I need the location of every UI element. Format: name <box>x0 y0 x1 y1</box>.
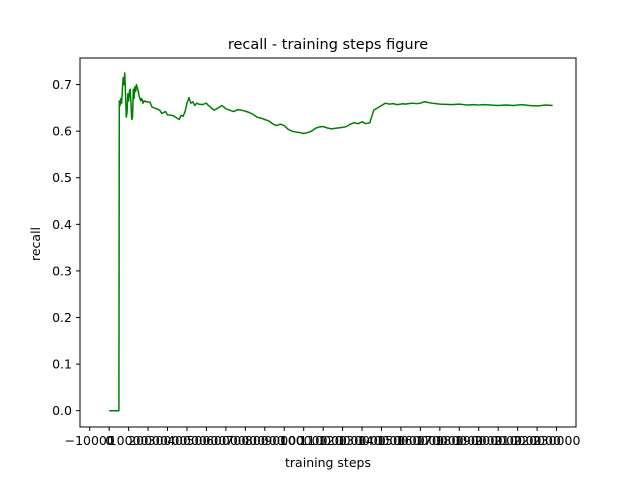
x-axis-ticks: −100000100002000030000400005000060000700… <box>65 427 581 448</box>
x-tick-label: 30000 <box>148 433 188 448</box>
x-tick-label: 20000 <box>128 433 168 448</box>
x-tick-label: 160000 <box>397 433 445 448</box>
x-tick-label: 100000 <box>280 433 328 448</box>
x-tick-label: 190000 <box>455 433 503 448</box>
y-tick-label: 0.4 <box>52 217 72 232</box>
x-tick-label: 170000 <box>416 433 464 448</box>
chart-title: recall - training steps figure <box>228 37 428 53</box>
y-tick-label: 0.1 <box>52 357 72 372</box>
x-tick-label: 230000 <box>533 433 581 448</box>
x-tick-label: 10000 <box>109 433 149 448</box>
x-tick-label: 60000 <box>206 433 246 448</box>
x-tick-label: 140000 <box>358 433 406 448</box>
y-tick-label: 0.3 <box>52 263 72 278</box>
y-tick-label: 0.6 <box>52 124 72 139</box>
x-axis-label: training steps <box>285 455 371 470</box>
x-tick-label: 150000 <box>377 433 425 448</box>
x-tick-label: 210000 <box>494 433 542 448</box>
x-tick-label: 110000 <box>299 433 347 448</box>
y-tick-label: 0.0 <box>52 403 72 418</box>
y-axis-ticks: 0.0 0.1 0.2 0.3 0.4 0.5 0.6 0.7 <box>52 77 80 418</box>
x-tick-label: 90000 <box>264 433 304 448</box>
x-tick-label: 120000 <box>319 433 367 448</box>
y-axis-label: recall <box>28 227 43 261</box>
y-tick-label: 0.5 <box>52 170 72 185</box>
x-tick-label: 200000 <box>474 433 522 448</box>
series-line-0 <box>109 72 553 412</box>
x-tick-label: 0 <box>105 433 113 448</box>
y-tick-label: 0.2 <box>52 310 72 325</box>
x-tick-label: 80000 <box>245 433 285 448</box>
x-tick-label: 220000 <box>513 433 561 448</box>
x-tick-label: 40000 <box>167 433 207 448</box>
x-tick-label: 70000 <box>225 433 265 448</box>
series-layer <box>109 72 553 412</box>
y-tick-label: 0.7 <box>52 77 72 92</box>
x-tick-label: 180000 <box>435 433 483 448</box>
plot-frame <box>79 57 577 428</box>
x-tick-label: −10000 <box>65 433 115 448</box>
x-tick-label: 130000 <box>338 433 386 448</box>
x-tick-label: 50000 <box>187 433 227 448</box>
